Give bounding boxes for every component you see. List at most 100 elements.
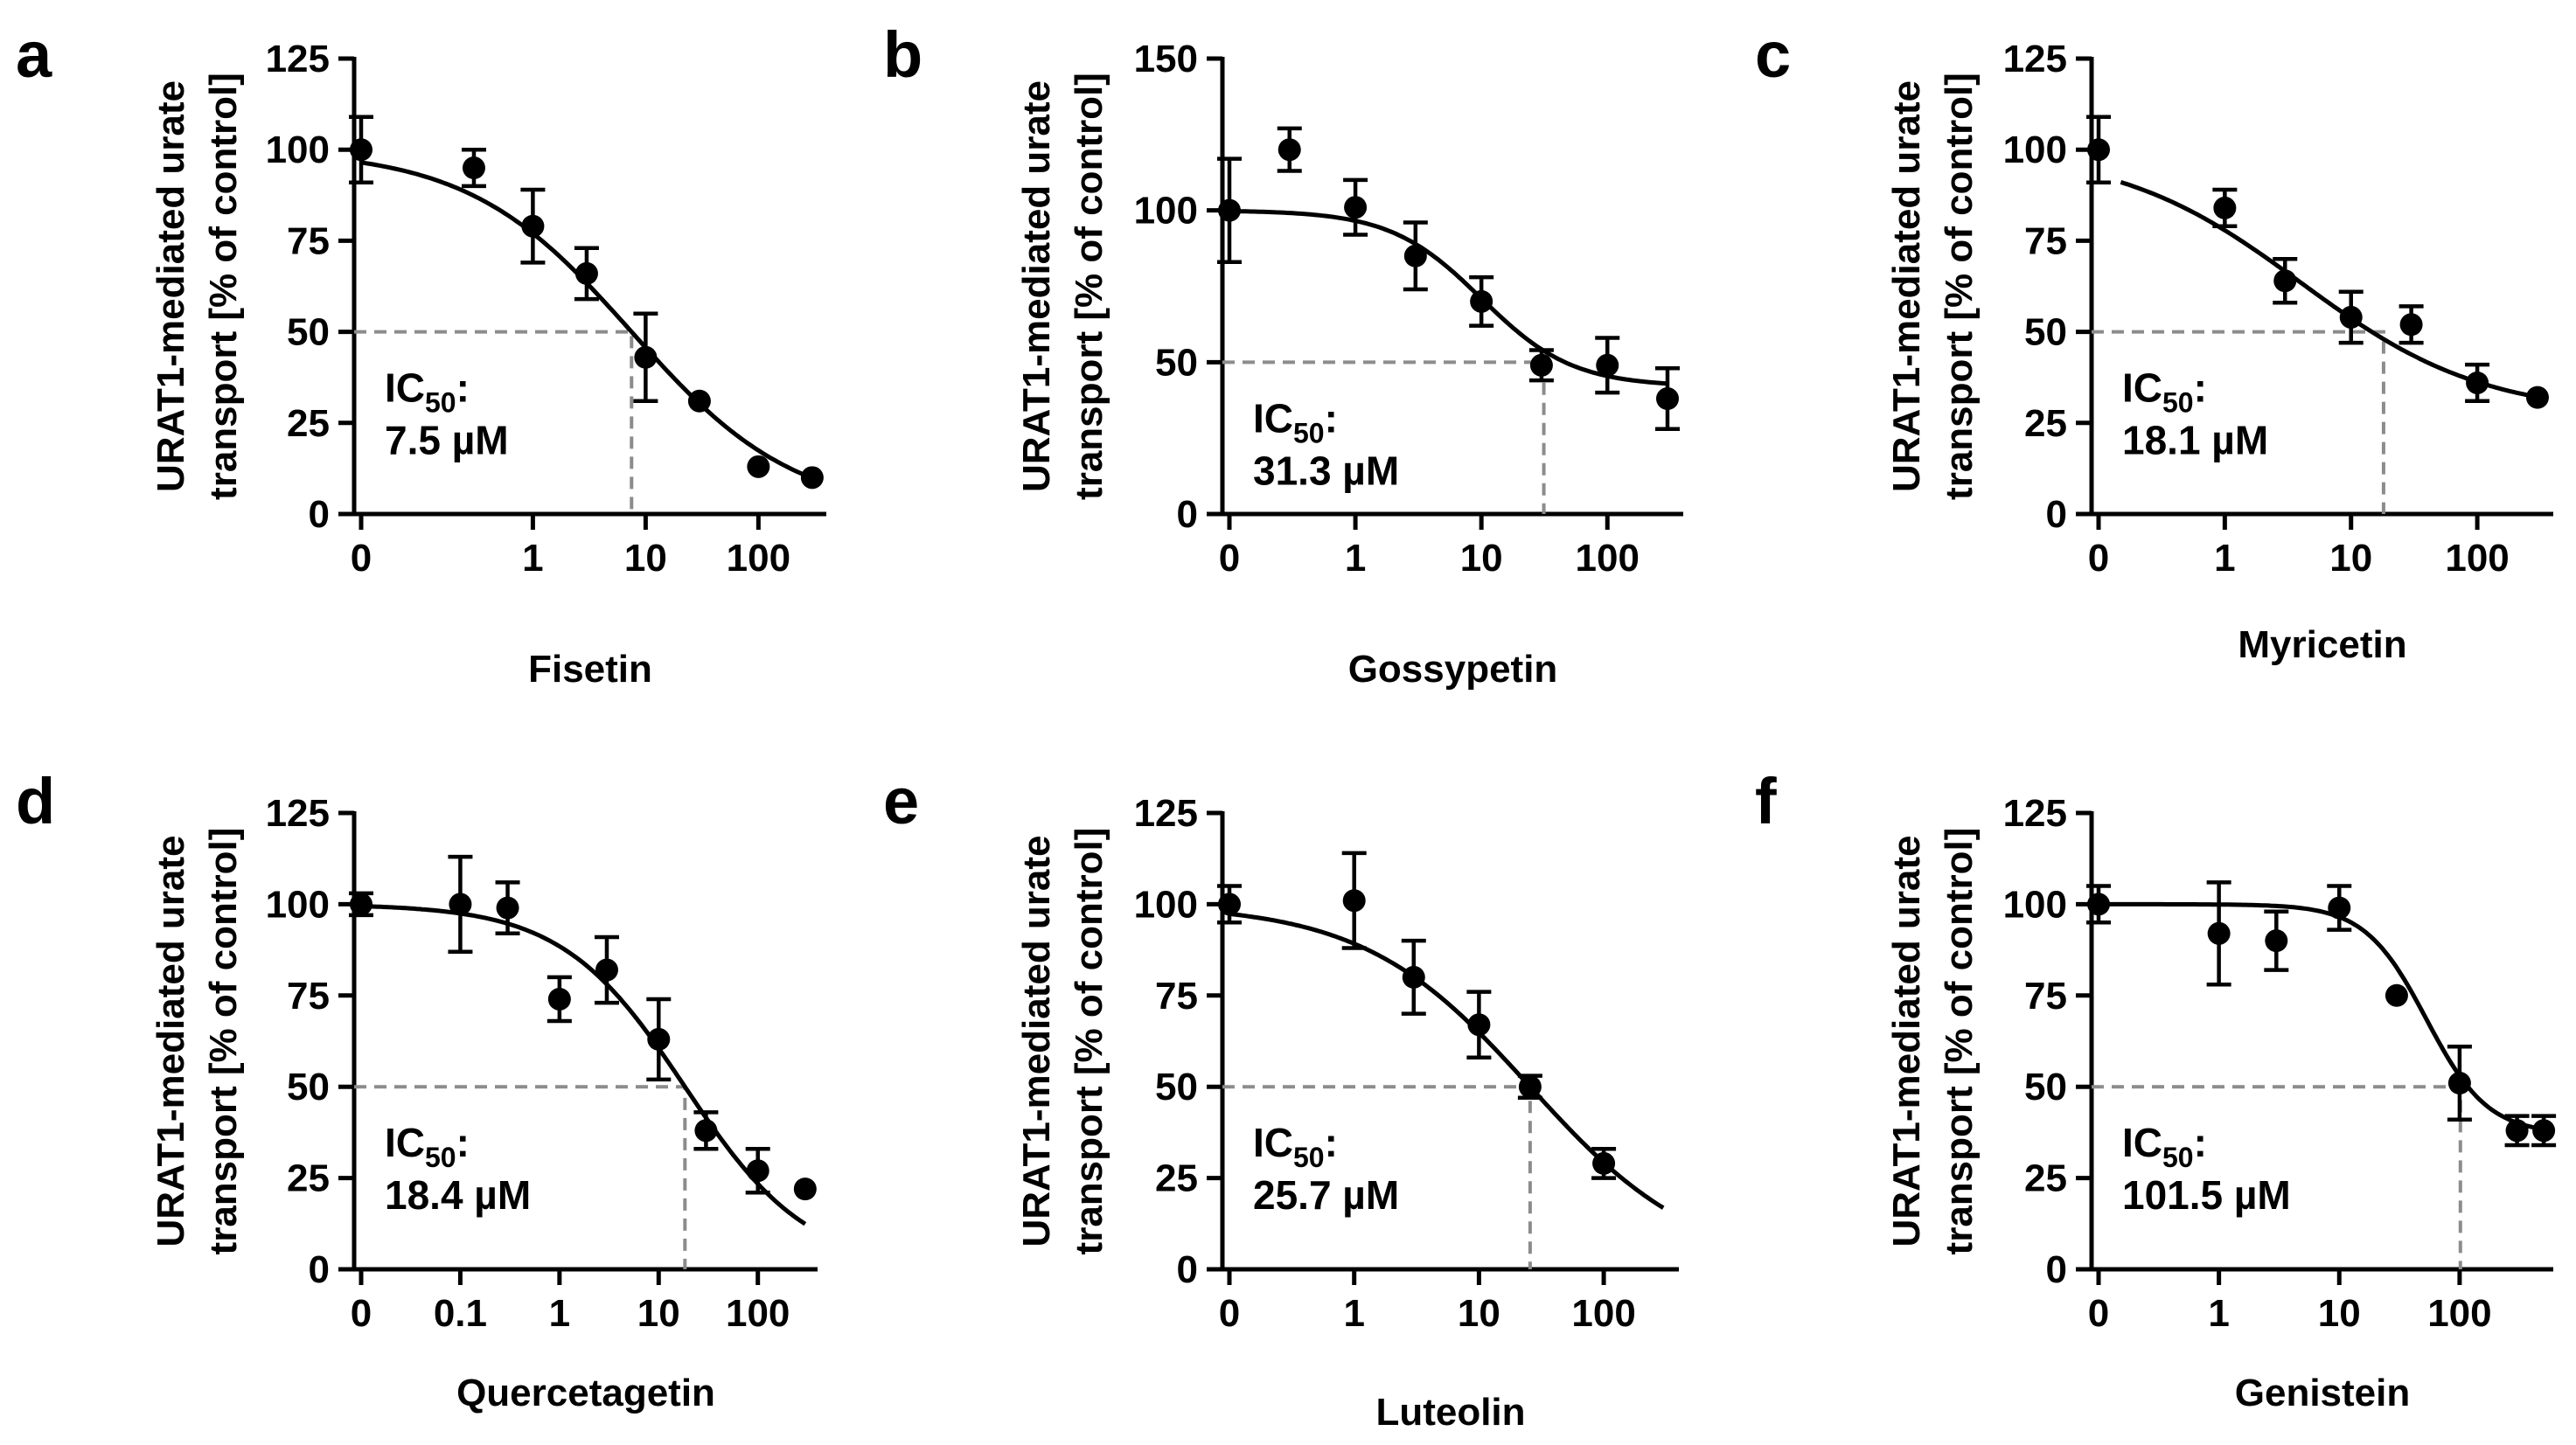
y-tick-label: 0 xyxy=(2046,1248,2067,1291)
y-tick-label: 75 xyxy=(1155,975,1198,1018)
x-tick-label: 0 xyxy=(351,1292,372,1335)
panel-e: e URAT1-mediated urate transport [% of con… xyxy=(883,765,1679,1434)
panel-letter: c xyxy=(1755,18,1791,91)
y-axis-title-line1: URAT1-mediated urate xyxy=(150,835,192,1247)
x-axis-label: Quercetagetin xyxy=(456,1372,715,1414)
data-point xyxy=(2532,1119,2556,1143)
y-tick-label: 75 xyxy=(2024,975,2067,1018)
ic50-label: IC50: xyxy=(1253,1120,1338,1173)
y-tick-label: 75 xyxy=(287,975,330,1018)
data-point xyxy=(1529,353,1553,377)
y-tick-label: 25 xyxy=(1155,1157,1198,1200)
ic50-guide-line xyxy=(354,330,634,514)
panel-letter: d xyxy=(16,765,55,837)
data-point xyxy=(1470,289,1493,313)
ic50-value: 18.4 µM xyxy=(385,1172,531,1218)
x-tick-label: 0 xyxy=(2088,537,2109,580)
y-tick-label: 75 xyxy=(2024,219,2067,262)
x-tick-label: 1 xyxy=(522,537,543,580)
y-tick-label: 0 xyxy=(309,1248,330,1291)
x-tick-label: 10 xyxy=(2329,537,2372,580)
x-axis-label: Luteolin xyxy=(1375,1391,1525,1434)
data-point xyxy=(1592,1151,1616,1175)
x-tick-label: 1 xyxy=(2208,1292,2229,1335)
ic50-value: 101.5 µM xyxy=(2122,1172,2291,1218)
x-tick-label: 0 xyxy=(1219,1292,1240,1335)
ic50-value: 25.7 µM xyxy=(1253,1172,1399,1218)
data-point xyxy=(521,214,545,238)
y-axis-title-line2: transport [% of control] xyxy=(202,73,245,500)
ic50-value: 7.5 µM xyxy=(385,418,509,463)
fit-curve xyxy=(1229,911,1665,1210)
data-point xyxy=(2328,896,2351,920)
x-tick-label: 10 xyxy=(1460,537,1503,580)
y-axis-title-line2: transport [% of control] xyxy=(1938,73,1981,500)
x-tick-label: 1 xyxy=(549,1292,570,1335)
data-point xyxy=(2505,1119,2529,1143)
data-point xyxy=(1344,196,1368,219)
data-point xyxy=(2399,313,2423,337)
y-tick-label: 25 xyxy=(287,402,330,445)
y-axis-title-line2: transport [% of control] xyxy=(202,828,245,1255)
y-tick-label: 25 xyxy=(2024,1157,2067,1200)
panel-b: b URAT1-mediated urate transport [% of con… xyxy=(883,18,1683,691)
data-point xyxy=(496,896,519,920)
y-axis-title-line1: URAT1-mediated urate xyxy=(1885,835,1928,1247)
y-tick-label: 100 xyxy=(1134,883,1198,926)
x-tick-label: 0 xyxy=(1219,537,1240,580)
data-point xyxy=(1467,1013,1491,1037)
data-point xyxy=(2466,371,2489,394)
data-point xyxy=(2265,929,2288,953)
ic50-guide-line xyxy=(2092,330,2385,514)
data-point xyxy=(595,958,618,982)
data-point xyxy=(1402,965,1425,989)
fit-curve xyxy=(360,904,807,1226)
y-tick-label: 125 xyxy=(266,792,330,835)
panel-c: c URAT1-mediated urate transport [% of con… xyxy=(1755,18,2553,666)
x-tick-label: 0 xyxy=(351,537,372,580)
panel-f: f URAT1-mediated urate transport [% of con… xyxy=(1755,765,2557,1414)
fit-curve xyxy=(2099,901,2545,1132)
data-point xyxy=(350,893,372,916)
data-point xyxy=(647,1027,671,1051)
y-tick-label: 50 xyxy=(2024,311,2067,354)
x-axis-label: Myricetin xyxy=(2238,623,2406,666)
y-tick-label: 0 xyxy=(309,493,330,536)
data-point xyxy=(800,466,824,490)
ic50-value: 31.3 µM xyxy=(1253,448,1399,493)
fit-curve xyxy=(1229,209,1668,386)
panel-letter: b xyxy=(883,18,922,91)
y-tick-label: 150 xyxy=(1134,38,1198,80)
x-tick-label: 100 xyxy=(726,1292,790,1335)
ic50-value: 18.1 µM xyxy=(2122,418,2268,463)
y-tick-label: 125 xyxy=(2003,38,2067,80)
data-point xyxy=(2087,893,2110,916)
data-point xyxy=(687,389,711,413)
data-point xyxy=(1655,387,1679,411)
panel-a: a URAT1-mediated urate transport [% of con… xyxy=(16,18,826,691)
y-tick-label: 0 xyxy=(1177,1248,1198,1291)
ic50-label: IC50: xyxy=(1253,395,1338,448)
x-tick-label: 100 xyxy=(2445,537,2509,580)
data-point xyxy=(547,987,571,1011)
x-axis-label: Gossypetin xyxy=(1348,648,1558,691)
panel-letter: f xyxy=(1755,765,1777,837)
y-tick-label: 50 xyxy=(1155,1066,1198,1108)
data-point xyxy=(1218,198,1241,222)
x-tick-label: 100 xyxy=(727,537,790,580)
y-tick-label: 50 xyxy=(2024,1066,2067,1108)
data-point xyxy=(350,138,372,162)
ic50-label: IC50: xyxy=(2122,365,2207,419)
data-point xyxy=(2087,138,2110,162)
data-point xyxy=(1342,889,1366,913)
y-tick-label: 125 xyxy=(2003,792,2067,835)
data-point xyxy=(1403,244,1427,267)
data-point xyxy=(2525,386,2549,409)
data-point xyxy=(1596,353,1619,377)
y-tick-label: 25 xyxy=(287,1157,330,1200)
data-point xyxy=(449,893,472,916)
y-axis-title-line1: URAT1-mediated urate xyxy=(1015,835,1058,1247)
data-point xyxy=(2207,921,2231,945)
y-tick-label: 100 xyxy=(2003,129,2067,171)
